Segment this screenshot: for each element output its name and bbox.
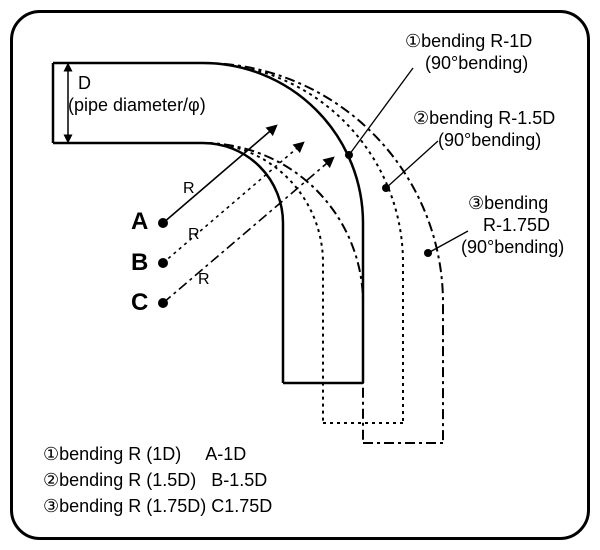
callout-3-line2: R-1.75D	[483, 215, 550, 236]
radius-arrow-a	[163, 126, 276, 223]
label-a: A	[131, 208, 148, 236]
d-label-1: D	[78, 73, 91, 94]
r-label-1: R	[183, 180, 195, 198]
legend-row-1: ①bending R (1D) A-1D	[43, 441, 272, 467]
label-b: B	[131, 249, 148, 277]
callout-2-line2: (90°bending)	[438, 130, 541, 151]
r-label-2: R	[188, 226, 200, 244]
callout-1-leader	[349, 68, 413, 155]
callout-3-line1: ③bending	[468, 193, 548, 214]
r-label-3: R	[198, 271, 210, 289]
legend: ①bending R (1D) A-1D ②bending R (1.5D) B…	[43, 441, 272, 519]
legend-row-2: ②bending R (1.5D) B-1.5D	[43, 467, 272, 493]
label-c: C	[131, 289, 148, 317]
callout-2-line1: ②bending R-1.5D	[413, 108, 555, 129]
legend-row-3: ③bending R (1.75D) C1.75D	[43, 493, 272, 519]
callout-1-line2: (90°bending)	[425, 53, 528, 74]
callout-3-line3: (90°bending)	[461, 237, 564, 258]
d-label-2: (pipe diameter/φ)	[68, 95, 206, 116]
callout-2-leader	[386, 141, 438, 188]
bend-3-outer	[203, 63, 443, 443]
diagram-frame: D (pipe diameter/φ) R R R A B C ①bending…	[10, 10, 590, 540]
bend-2-inner	[203, 143, 323, 423]
callout-1-line1: ①bending R-1D	[405, 31, 532, 52]
